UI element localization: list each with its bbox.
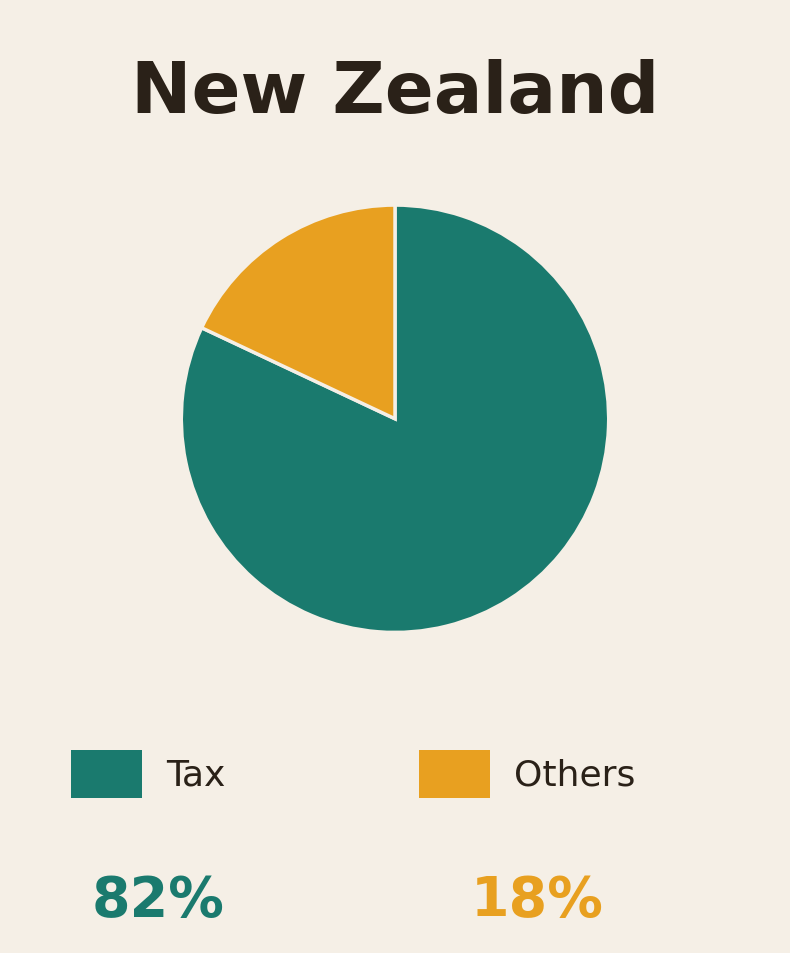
FancyBboxPatch shape: [71, 750, 142, 799]
Text: 82%: 82%: [92, 873, 224, 926]
Wedge shape: [181, 206, 609, 633]
Text: Others: Others: [514, 758, 635, 791]
FancyBboxPatch shape: [419, 750, 490, 799]
Text: 18%: 18%: [471, 873, 604, 926]
Text: New Zealand: New Zealand: [131, 58, 659, 128]
Wedge shape: [201, 206, 395, 419]
Text: Tax: Tax: [166, 758, 225, 791]
